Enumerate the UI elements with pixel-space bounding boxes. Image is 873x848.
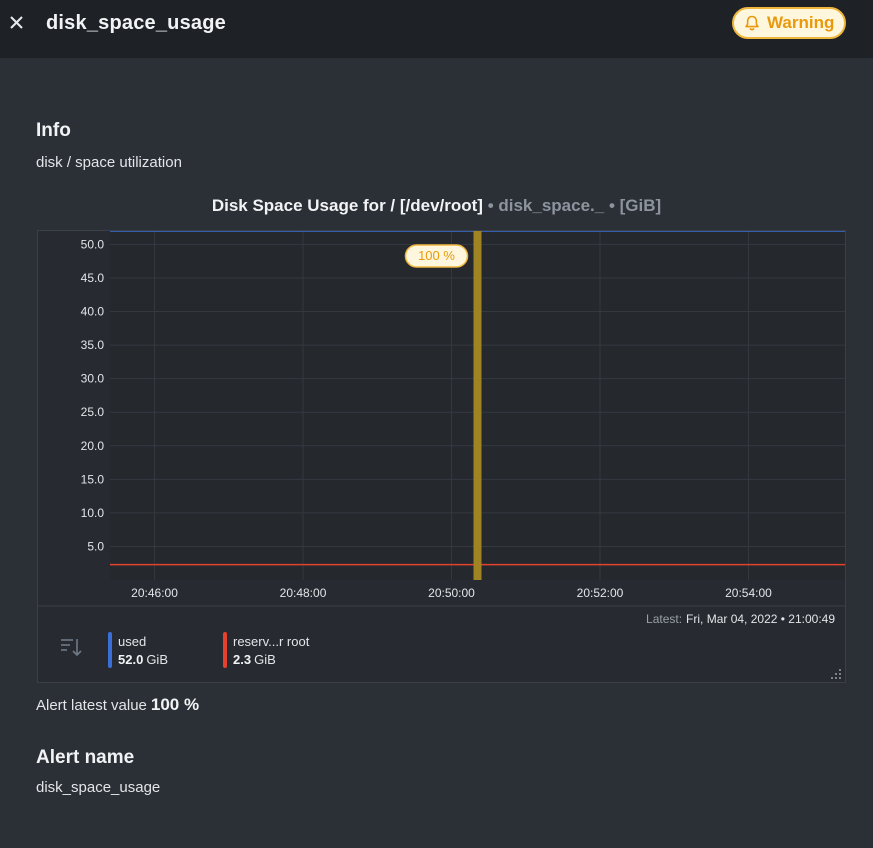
alert-name-heading: Alert name	[36, 747, 135, 768]
alert-value: 100 %	[150, 695, 200, 714]
next-section-heading	[36, 826, 41, 848]
y-tick-label: 50.0	[81, 237, 105, 251]
alert-band	[473, 231, 482, 580]
legend-value: 2.3 GiB	[233, 652, 276, 667]
alert-marker-badge	[404, 244, 469, 268]
chart-title-main: Disk Space Usage for / [/dev/root]	[211, 196, 483, 215]
sort-icon[interactable]	[60, 636, 84, 658]
legend-name: used	[118, 634, 147, 649]
chart-panel[interactable]: 50.0 45.0 40.0 35.0 30.0 25.0 20.0 15.0 10.0 5.0 2…	[37, 230, 846, 683]
x-tick-label: 20:54:00	[725, 586, 772, 600]
y-tick-label: 20.0	[81, 439, 105, 453]
info-heading: Info	[36, 120, 71, 141]
y-tick-label: 15.0	[81, 472, 105, 486]
y-tick-label: 45.0	[81, 271, 105, 285]
resize-handle[interactable]	[830, 667, 842, 679]
sort-descending-icon	[61, 639, 82, 657]
chart-plot[interactable]: 50.0 45.0 40.0 35.0 30.0 25.0 20.0 15.0 10.0 5.0 2…	[38, 231, 845, 682]
status-badge: Warning	[732, 7, 846, 39]
legend-swatch	[108, 632, 112, 668]
chart-title-context: • disk_space._ • [GiB]	[482, 196, 662, 215]
resize-grip-icon	[831, 669, 841, 679]
alert-marker-label: 100 %	[418, 248, 455, 263]
alert-latest-value: Alert latest value 100 %	[36, 695, 199, 715]
status-label: Warning	[767, 13, 835, 32]
y-tick-label: 30.0	[81, 372, 105, 386]
y-tick-label: 5.0	[87, 539, 104, 553]
top-bar: disk_space_usage Warning	[0, 0, 873, 58]
y-tick-label: 25.0	[81, 405, 105, 419]
close-button[interactable]	[6, 12, 28, 34]
y-tick-label: 40.0	[81, 305, 105, 319]
latest-value: Fri, Mar 04, 2022 • 21:00:49	[686, 612, 835, 626]
alert-name-value: disk_space_usage	[36, 779, 161, 796]
x-tick-label: 20:46:00	[131, 586, 178, 600]
legend-swatch	[223, 632, 227, 668]
legend-unit: GiB	[146, 652, 168, 667]
legend-unit: GiB	[254, 652, 276, 667]
y-tick-label: 35.0	[81, 338, 105, 352]
x-tick-label: 20:50:00	[428, 586, 475, 600]
legend-number: 2.3	[233, 652, 252, 667]
latest-label: Latest:	[646, 612, 683, 626]
legend-number: 52.0	[118, 652, 144, 667]
bell-icon	[745, 15, 759, 31]
chart-title: Disk Space Usage for / [/dev/root] • dis…	[0, 196, 873, 216]
legend-name: reserv...r root	[233, 634, 310, 649]
close-icon	[10, 16, 23, 29]
legend-value: 52.0 GiB	[118, 652, 168, 667]
x-tick-label: 20:52:00	[577, 586, 624, 600]
latest-timestamp: Latest: Fri, Mar 04, 2022 • 21:00:49	[646, 612, 835, 626]
y-tick-label: 10.0	[81, 506, 105, 520]
page-title: disk_space_usage	[46, 12, 226, 34]
x-tick-label: 20:48:00	[280, 586, 327, 600]
info-description: disk / space utilization	[36, 154, 182, 171]
alert-value-label: Alert latest value	[36, 697, 147, 714]
